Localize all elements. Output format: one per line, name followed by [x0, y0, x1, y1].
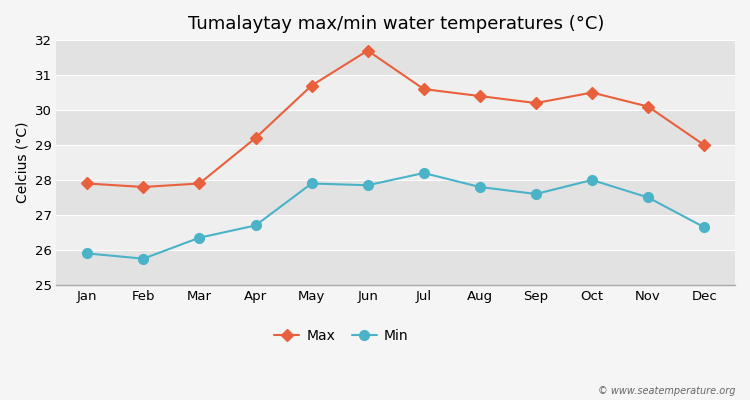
Max: [476, 94, 484, 98]
Max: [251, 136, 260, 140]
Max: [644, 104, 652, 109]
Min: [251, 223, 260, 228]
Max: [363, 48, 372, 53]
Min: [476, 184, 484, 189]
Min: [139, 256, 148, 261]
Max: [419, 87, 428, 92]
Line: Min: Min: [82, 168, 709, 264]
Min: [82, 251, 92, 256]
Max: [139, 184, 148, 189]
Min: [419, 170, 428, 175]
Min: [195, 235, 204, 240]
Bar: [56, 215, 735, 250]
Text: © www.seatemperature.org: © www.seatemperature.org: [598, 386, 735, 396]
Title: Tumalaytay max/min water temperatures (°C): Tumalaytay max/min water temperatures (°…: [188, 15, 604, 33]
Min: [700, 225, 709, 230]
Bar: [56, 145, 735, 180]
Min: [644, 195, 652, 200]
Min: [363, 183, 372, 188]
Line: Max: Max: [83, 46, 708, 191]
Bar: [56, 110, 735, 145]
Max: [700, 143, 709, 148]
Max: [82, 181, 92, 186]
Bar: [56, 180, 735, 215]
Legend: Max, Min: Max, Min: [268, 324, 414, 349]
Y-axis label: Celcius (°C): Celcius (°C): [15, 122, 29, 203]
Bar: [56, 40, 735, 75]
Min: [307, 181, 316, 186]
Max: [195, 181, 204, 186]
Min: [587, 178, 596, 182]
Min: [532, 192, 541, 196]
Max: [532, 101, 541, 106]
Max: [587, 90, 596, 95]
Bar: [56, 75, 735, 110]
Max: [307, 83, 316, 88]
Bar: [56, 250, 735, 285]
